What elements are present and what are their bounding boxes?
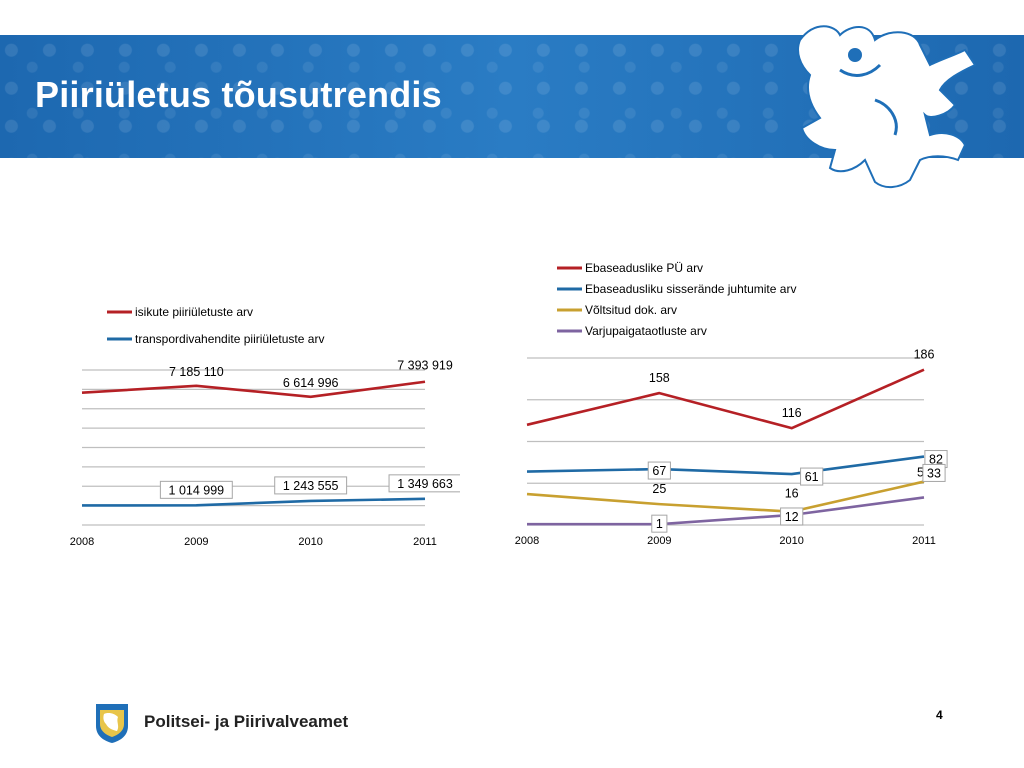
data-label: 82 (929, 453, 943, 467)
lion-crest-icon (797, 25, 977, 188)
series-line (526, 455, 925, 476)
data-label: 7 393 919 (397, 359, 453, 373)
data-label: 1 349 663 (397, 477, 453, 491)
series-line (81, 497, 426, 507)
legend-label: Ebaseadusliku sisserände juhtumite arv (585, 282, 796, 296)
data-label: 33 (927, 466, 941, 480)
data-label: 1 014 999 (169, 483, 225, 497)
data-label: 16 (785, 487, 799, 501)
x-tick-label: 2011 (413, 536, 437, 548)
data-label-box (159, 480, 233, 499)
x-tick-label: 2009 (647, 535, 671, 547)
x-tick-label: 2011 (912, 535, 936, 547)
border-crossings-chart: isikute piiriületuste arv transpordivahen… (70, 305, 460, 548)
page-number: 4 (936, 708, 943, 722)
data-label: 158 (649, 371, 670, 385)
data-label: 7 185 110 (169, 365, 224, 379)
legend-label: transpordivahendite piiriületuste arv (135, 332, 324, 346)
x-tick-label: 2010 (298, 536, 322, 548)
page-title: Piiriületus tõusutrendis (35, 74, 442, 115)
series-line (527, 496, 925, 526)
data-label: 12 (785, 510, 799, 524)
data-label: 1 (656, 517, 663, 531)
legend-label: Ebaseaduslike PÜ arv (585, 261, 703, 275)
illegal-crossings-chart: Ebaseaduslike PÜ arv Ebaseadusliku sisser… (515, 261, 948, 547)
series-line (526, 480, 925, 513)
data-label-box (274, 476, 348, 495)
data-label: 186 (914, 348, 935, 362)
police-logo-icon (96, 704, 128, 743)
footer-organization-name: Politsei- ja Piirivalveamet (144, 712, 349, 731)
data-label: 61 (805, 470, 819, 484)
legend-label: isikute piiriületuste arv (135, 305, 253, 319)
data-label-box (647, 461, 671, 480)
data-label-box (651, 514, 668, 533)
data-label: 6 614 996 (283, 376, 339, 390)
legend-label: Võltsitud dok. arv (585, 303, 677, 317)
data-label-box (800, 467, 824, 486)
series-line (81, 380, 426, 399)
x-tick-label: 2008 (515, 535, 539, 547)
x-tick-label: 2008 (70, 536, 94, 548)
data-label-box (922, 463, 946, 482)
data-label: 67 (652, 464, 666, 478)
data-label: 1 243 555 (283, 479, 339, 493)
data-label: 116 (782, 406, 802, 420)
x-tick-label: 2010 (779, 535, 803, 547)
data-label-box (780, 507, 804, 526)
data-label-box (388, 474, 460, 493)
legend-label: Varjupaigataotluste arv (585, 324, 707, 338)
series-line (526, 368, 925, 430)
data-label: 25 (652, 482, 666, 496)
x-tick-label: 2009 (184, 536, 208, 548)
